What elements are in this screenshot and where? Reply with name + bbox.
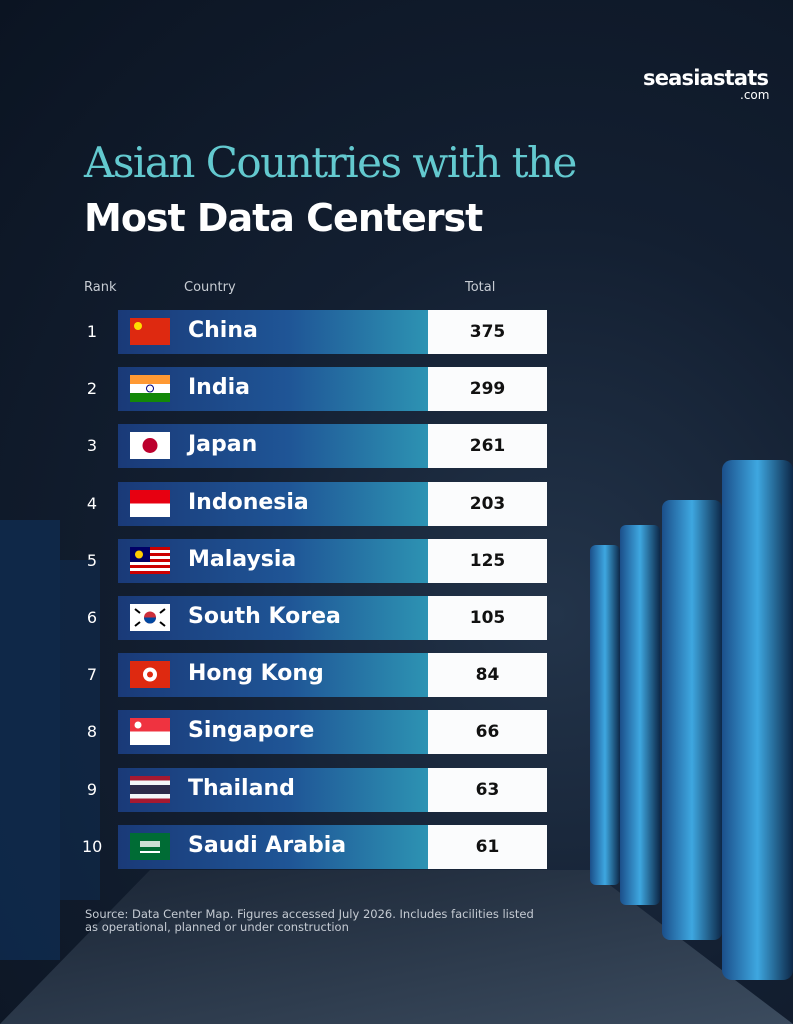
flag-image	[130, 832, 170, 860]
flag-shape	[130, 318, 170, 345]
column-header: Total	[465, 280, 496, 295]
flag	[130, 775, 170, 803]
rack	[620, 525, 660, 905]
rack	[590, 545, 620, 885]
title-line: Most Data Centerst	[84, 196, 483, 240]
flag	[130, 604, 170, 631]
flag-shape	[144, 617, 156, 624]
flag	[130, 489, 170, 517]
flag	[130, 375, 170, 403]
country: India	[188, 375, 250, 401]
country: China	[188, 318, 258, 343]
flag-shape	[130, 393, 170, 403]
total: 261	[428, 424, 547, 469]
flag	[130, 718, 170, 746]
flag	[130, 318, 170, 345]
flag-shape	[147, 671, 153, 678]
rank: 6	[86, 608, 98, 627]
country: Malaysia	[188, 546, 297, 572]
flag	[130, 832, 170, 860]
total: 203	[428, 481, 547, 526]
country: Thailand	[188, 775, 295, 801]
total: 61	[428, 824, 547, 869]
flag-shape	[130, 570, 170, 574]
flag-shape	[130, 564, 170, 568]
flag-image	[130, 375, 170, 403]
flag	[130, 432, 170, 460]
flag-shape	[135, 550, 143, 559]
total: 299	[428, 367, 547, 412]
country: Saudi Arabia	[188, 832, 347, 858]
rank: 7	[86, 665, 98, 685]
flag-shape	[130, 718, 170, 732]
flag-image	[130, 661, 170, 689]
rack	[60, 560, 100, 900]
title-line: Asian Countries with the	[84, 138, 577, 187]
flag-shape	[130, 375, 170, 385]
flag-shape	[140, 840, 160, 847]
rack	[662, 500, 722, 940]
flag-image	[130, 489, 170, 517]
country: South Korea	[188, 604, 341, 629]
flag	[130, 546, 170, 574]
country: Hong Kong	[188, 661, 324, 687]
rank: 1	[86, 322, 98, 341]
rank: 3	[86, 436, 98, 456]
flag	[130, 661, 170, 689]
total: 105	[428, 596, 547, 640]
total: 125	[428, 538, 547, 583]
flag-shape	[146, 384, 154, 393]
flag-shape	[130, 503, 170, 517]
floor	[0, 870, 793, 1024]
flag-shape	[134, 721, 142, 729]
flag-shape	[130, 731, 170, 746]
flag-image	[130, 546, 170, 574]
flag-image	[130, 318, 170, 345]
brand: seasiastats	[643, 66, 769, 90]
flag-shape	[130, 384, 170, 394]
flag-shape	[130, 489, 170, 504]
flag-shape	[142, 438, 158, 454]
total: 375	[428, 310, 547, 354]
flag-image	[130, 775, 170, 803]
total: 84	[428, 653, 547, 698]
rank: 8	[86, 722, 98, 742]
total: 63	[428, 767, 547, 812]
flag-shape	[140, 850, 160, 853]
rank: 5	[86, 550, 98, 570]
flag-shape	[134, 322, 142, 330]
country: Japan	[188, 432, 258, 458]
column-header: Country	[184, 280, 236, 295]
flag-shape	[134, 608, 166, 627]
rack	[0, 520, 60, 960]
country: Singapore	[188, 718, 315, 744]
footnote: Source: Data Center Map. Figures accesse…	[85, 907, 534, 934]
rank: 4	[86, 493, 98, 513]
brand-suffix: .com	[740, 88, 770, 102]
rack	[722, 460, 793, 980]
flag-image	[130, 432, 170, 460]
country: Indonesia	[188, 489, 309, 515]
flag-image	[130, 604, 170, 631]
total: 66	[428, 710, 547, 755]
rank: 2	[86, 379, 98, 399]
flag-shape	[130, 784, 170, 794]
flag-image	[130, 718, 170, 746]
rank: 9	[86, 779, 98, 799]
column-header: Rank	[84, 280, 117, 295]
rank: 10	[82, 836, 103, 856]
